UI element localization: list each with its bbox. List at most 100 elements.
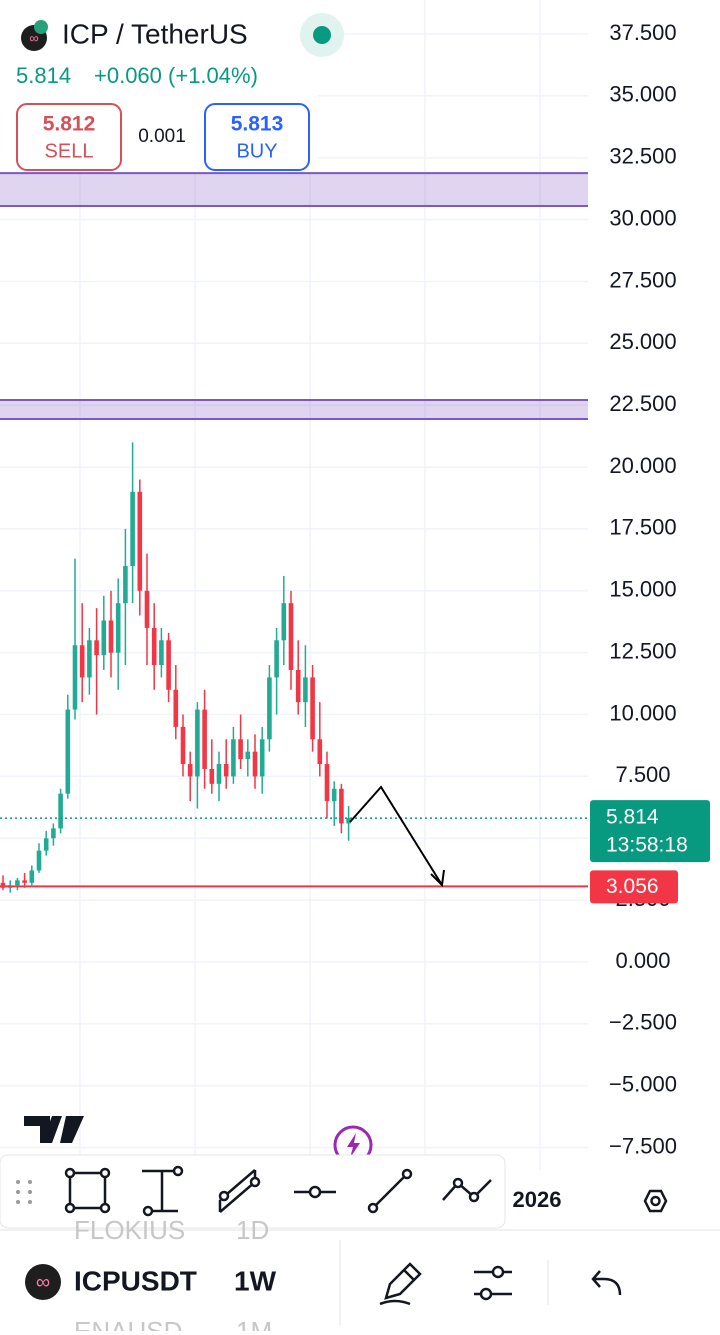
candle-body xyxy=(115,603,121,653)
watch-symbol[interactable]: FLOKIUS xyxy=(74,1215,185,1245)
candle-body xyxy=(72,645,78,710)
quote-icon xyxy=(34,20,48,34)
candle-body xyxy=(274,640,279,678)
coin-glyph: ∞ xyxy=(29,30,38,45)
level-label: 3.056 xyxy=(606,875,659,898)
drag-handle[interactable] xyxy=(16,1180,32,1204)
candle-body xyxy=(346,818,351,824)
candle-body xyxy=(22,880,27,883)
y-tick-label: 27.500 xyxy=(609,267,676,292)
candle-body xyxy=(123,566,128,604)
buy-price: 5.813 xyxy=(231,113,284,136)
toolbar xyxy=(0,1154,506,1229)
candle-body xyxy=(180,726,186,765)
watch-symbol[interactable]: ENAUSD xyxy=(74,1316,182,1335)
candle-body xyxy=(195,709,200,777)
y-tick-label: −2.500 xyxy=(609,1010,677,1035)
candle-body xyxy=(159,640,164,666)
candle-body xyxy=(202,709,207,769)
arrow-head xyxy=(430,869,445,888)
y-tick-label: 25.000 xyxy=(609,329,676,354)
sell-price: 5.812 xyxy=(43,113,96,136)
zone xyxy=(0,400,588,420)
candle-body xyxy=(108,620,114,653)
last-price-label: 5.814 xyxy=(606,806,659,829)
candle-body xyxy=(324,764,330,802)
change: +0.060 (+1.04%) xyxy=(94,63,258,88)
candle-body xyxy=(94,640,99,656)
candle-body xyxy=(288,603,294,670)
y-tick-label: 20.000 xyxy=(609,453,676,478)
watch-interval[interactable]: 1W xyxy=(234,1265,277,1296)
y-tick-label: 10.000 xyxy=(609,700,676,725)
candle-body xyxy=(223,764,229,777)
y-tick-label: 0.000 xyxy=(615,948,670,973)
candle-body xyxy=(259,739,265,777)
y-tick-label: 35.000 xyxy=(609,82,676,107)
candle-body xyxy=(216,764,222,784)
candle-body xyxy=(231,739,236,777)
y-tick-label: 30.000 xyxy=(609,205,676,230)
candle-body xyxy=(317,739,323,765)
sell-label: SELL xyxy=(45,140,94,162)
y-tick-label: 7.500 xyxy=(615,762,670,787)
candle-body xyxy=(252,751,258,777)
lightning-icon xyxy=(347,1133,360,1158)
candle-body xyxy=(151,627,157,666)
y-tick-label: −7.500 xyxy=(609,1133,677,1158)
buy-label: BUY xyxy=(236,140,277,162)
settings-dot xyxy=(650,1195,661,1207)
symbol-glyph: ∞ xyxy=(36,1271,50,1293)
level-label-bg xyxy=(590,870,678,904)
settings-icon[interactable] xyxy=(643,1189,668,1213)
toolbar-icons[interactable] xyxy=(64,1165,492,1217)
candle-body xyxy=(43,838,49,851)
candle-body xyxy=(137,491,143,591)
candle-body xyxy=(310,677,315,740)
candle-body xyxy=(173,689,179,727)
watch-symbol[interactable]: ICPUSDT xyxy=(74,1265,197,1296)
watch-interval[interactable]: 1M xyxy=(236,1316,272,1335)
y-tick-label: 17.500 xyxy=(609,515,676,540)
status-dot xyxy=(313,26,331,44)
y-tick-label: 15.000 xyxy=(609,577,676,602)
y-tick-label: 22.500 xyxy=(609,391,676,416)
spread: 0.001 xyxy=(138,126,186,147)
drawn-arrow xyxy=(349,785,443,886)
candle-body xyxy=(166,640,171,690)
candle-body xyxy=(267,677,272,740)
bottom-icons[interactable] xyxy=(379,1262,622,1306)
watch-interval[interactable]: 1D xyxy=(236,1215,269,1245)
bottom-bar xyxy=(0,1230,720,1331)
candle-body xyxy=(58,793,63,829)
candle-body xyxy=(281,603,287,641)
last-price-bg xyxy=(590,800,710,863)
zone xyxy=(0,173,588,206)
buy-button[interactable] xyxy=(204,103,310,171)
candle-body xyxy=(245,751,251,760)
candle-body xyxy=(87,640,92,678)
sell-button[interactable] xyxy=(16,103,122,171)
candle-body xyxy=(29,870,35,883)
candle-body xyxy=(209,768,215,784)
candle-body xyxy=(0,882,6,888)
candle-body xyxy=(101,620,107,656)
y-tick-label: 37.500 xyxy=(609,20,676,45)
candle-body xyxy=(15,880,20,886)
price: 5.814 xyxy=(16,63,71,88)
candle-body xyxy=(36,850,42,871)
candle-body xyxy=(130,491,135,567)
candle-body xyxy=(144,590,150,628)
symbol[interactable]: ICP / TetherUS xyxy=(62,18,248,49)
chart: 37.500 35.000 32.500 30.000 27.500 25.000 22.5… xyxy=(0,0,710,1170)
y-tick-label: −5.000 xyxy=(609,1072,677,1097)
candle-body xyxy=(51,828,56,839)
y-tick-label: 12.500 xyxy=(609,638,676,663)
candle-body xyxy=(303,677,308,703)
candle-body xyxy=(238,739,243,760)
candle-body xyxy=(79,645,85,678)
candle-body xyxy=(65,709,71,794)
candle-body xyxy=(339,788,344,824)
y-tick-label: 32.500 xyxy=(609,144,676,169)
